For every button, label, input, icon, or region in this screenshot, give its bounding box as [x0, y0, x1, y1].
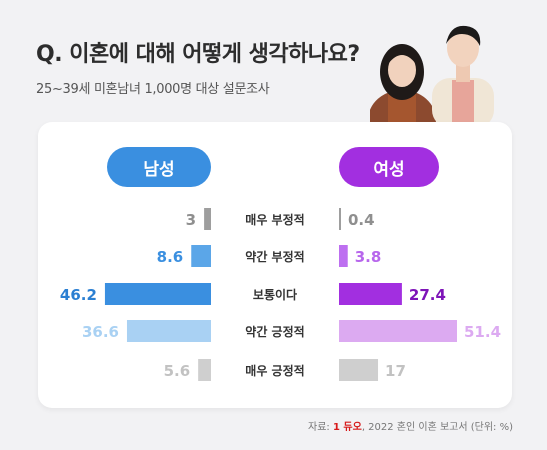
chart-title: Q. 이혼에 대해 어떻게 생각하나요?: [36, 42, 360, 67]
category-label: 약간 긍정적: [245, 324, 304, 339]
male-value-label: 36.6: [82, 323, 119, 341]
category-label: 매우 부정적: [245, 212, 304, 227]
male-bar: [204, 208, 211, 230]
category-label: 매우 긍정적: [245, 363, 304, 378]
male-bar: [198, 359, 211, 381]
male-value-label: 8.6: [157, 248, 184, 266]
male-value-label: 46.2: [60, 286, 97, 304]
man-shirt: [452, 80, 474, 122]
man-hair: [446, 25, 481, 46]
category-label: 보통이다: [253, 287, 297, 302]
female-bar: [339, 245, 348, 267]
legend-female-pill: 여성: [339, 147, 439, 187]
brand-logo-text: 1 듀오: [332, 422, 362, 433]
female-bar: [339, 320, 457, 342]
source-suffix: , 2022 혼인 이혼 보고서 (단위: %): [361, 422, 513, 433]
male-value-label: 5.6: [164, 362, 191, 380]
female-value-label: 51.4: [464, 323, 501, 341]
category-label: 약간 부정적: [245, 249, 304, 264]
male-bar: [104, 283, 211, 305]
female-value-label: 3.8: [355, 248, 382, 266]
female-bar: [339, 283, 402, 305]
male-bar: [126, 320, 211, 342]
legend-female-label: 여성: [373, 159, 405, 180]
man-face: [447, 29, 479, 67]
female-bar: [339, 359, 379, 381]
female-bar: [339, 208, 341, 230]
source-note: 자료: 1 듀오, 2022 혼인 이혼 보고서 (단위: %): [308, 418, 513, 433]
male-value-label: 3: [186, 211, 196, 229]
female-value-label: 0.4: [348, 211, 375, 229]
chart-subtitle: 25~39세 미혼남녀 1,000명 대상 설문조사: [36, 82, 270, 97]
male-bar: [191, 245, 211, 267]
legend-male-label: 남성: [143, 159, 175, 180]
source-prefix: 자료:: [308, 422, 330, 433]
legend-male-pill: 남성: [107, 147, 211, 187]
woman-face: [388, 53, 416, 87]
female-value-label: 27.4: [409, 286, 446, 304]
couple-illustration: [370, 25, 494, 122]
female-value-label: 17: [385, 362, 406, 380]
